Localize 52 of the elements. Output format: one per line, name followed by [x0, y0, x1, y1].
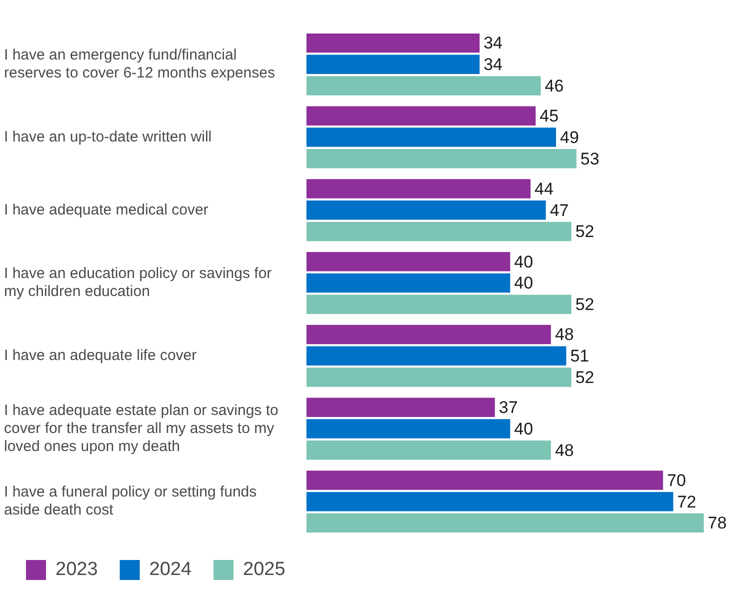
bar [306, 106, 536, 126]
bar [306, 440, 551, 460]
bar [306, 33, 480, 53]
bar [306, 492, 674, 512]
data-label: 44 [534, 179, 554, 198]
data-label: 48 [554, 440, 574, 460]
y-tick-label: I have an education policy or savings for my children education [4, 265, 272, 300]
bar [306, 252, 510, 272]
bar [306, 513, 704, 533]
data-label: 40 [514, 274, 534, 293]
bar [306, 128, 556, 147]
data-label: 40 [514, 252, 534, 272]
bar [306, 470, 664, 490]
data-label: 34 [484, 55, 503, 74]
bar [306, 294, 572, 314]
y-tick-label: I have a funeral policy or setting funds aside death cost [4, 484, 257, 519]
y-tick-label: I have an up-to-date written will [4, 128, 212, 146]
data-label: 48 [554, 325, 574, 344]
data-label: 49 [560, 128, 579, 147]
data-label: 70 [667, 470, 686, 490]
y-tick-label: I have an emergency fund/financial reserves to cover 6-12 months expenses [4, 46, 275, 82]
bar [306, 149, 576, 168]
bar [306, 346, 566, 366]
data-label: 72 [677, 492, 696, 512]
y-tick-label: I have an adequate life cover [4, 347, 197, 364]
bar [306, 222, 572, 242]
bar [306, 419, 510, 438]
legend-label: 2023 [56, 559, 98, 580]
data-label: 51 [570, 346, 590, 366]
legend-label: 2025 [243, 559, 286, 580]
bar [306, 179, 531, 198]
y-tick-label: I have adequate estate plan or savings to cover for the transfer all my assets to my loved ones upon my death [4, 402, 278, 455]
bar [306, 368, 572, 387]
data-label: 78 [708, 514, 727, 533]
data-label: 45 [540, 106, 559, 126]
bar [306, 200, 546, 220]
bar [306, 76, 541, 96]
data-label: 52 [575, 295, 594, 314]
data-label: 52 [575, 222, 594, 242]
legend-label: 2024 [149, 559, 192, 580]
y-tick-label: I have adequate medical cover [4, 201, 208, 218]
data-label: 47 [550, 200, 569, 220]
data-label: 53 [580, 149, 600, 168]
bar [306, 398, 495, 417]
data-label: 52 [575, 368, 594, 387]
data-label: 46 [544, 76, 564, 96]
data-label: 34 [484, 34, 503, 53]
data-label: 40 [514, 419, 534, 438]
bar [306, 273, 510, 293]
bar [306, 324, 551, 344]
data-label: 37 [498, 398, 518, 418]
bar [306, 54, 480, 74]
